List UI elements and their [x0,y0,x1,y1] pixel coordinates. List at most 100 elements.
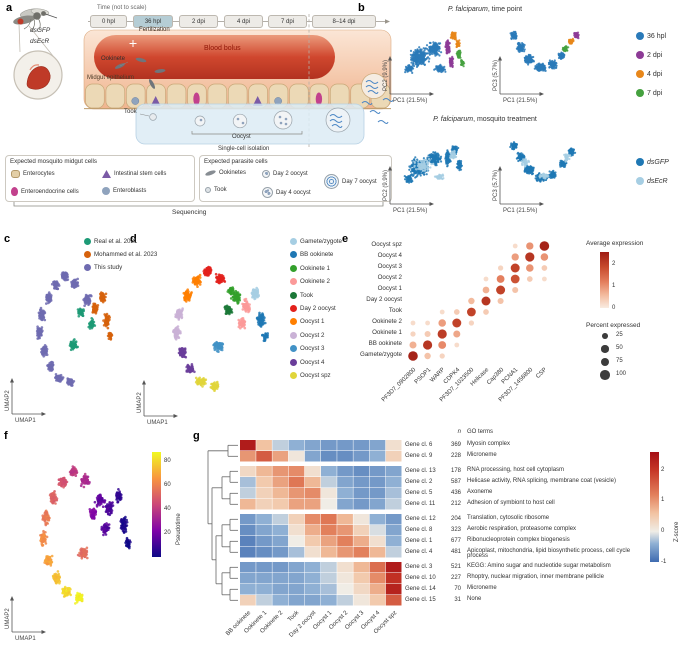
g-cluster-label: Gene cl. 12 [405,515,436,522]
legend-label: dsEcR [647,177,668,185]
legend-label: Oocyst 4 [300,358,325,366]
pct-label: 100 [616,371,627,377]
legend-label: 36 hpl [647,32,667,40]
g-go-term: Myosin complex [467,440,511,447]
g-cluster-label: Gene cl. 11 [405,500,436,507]
took-icon [205,187,211,193]
g-cluster-n: 70 [454,585,461,592]
legend-item: Took [205,187,227,193]
legend-label: BB ookinete [300,251,334,259]
legend-item: 36 hpl [636,32,666,40]
percent-expressed-title: Percent expressed [586,322,641,329]
legend-item: Enteroendocrine cells [11,187,79,196]
g-cluster-label: Gene cl. 3 [405,563,433,570]
ookinete-icon [204,169,217,177]
e-row-label: Oocyst spz [371,241,402,248]
legend-dot [290,291,297,299]
f-cbar-tick: 40 [164,505,171,512]
zscore-colorbar [650,452,659,562]
legend-label: Enterocytes [23,171,55,177]
legend-item: Intestinal stem cells [102,170,166,178]
legend-label: 7 dpi [647,89,663,97]
g-go-term: RNA processing, host cell cytoplasm [467,466,565,473]
legend-label: Took [214,187,227,193]
legend-dot [636,32,644,40]
pseudotime-colorbar [152,452,161,557]
gene-cluster-heatmap [240,440,402,606]
legend-item: Ookinetes [204,169,246,177]
panel-b-label: b [358,2,365,14]
legend-label: Took [300,291,314,299]
legend-label: Oocyst 1 [300,318,325,326]
e-row-label: Took [388,307,402,314]
legend-item: Day 4 oocyst [262,187,311,198]
legend-item: Ookinete 2 [290,278,330,286]
svg-text:PC1 (21.5%): PC1 (21.5%) [503,98,537,104]
g-cluster-label: Gene cl. 8 [405,526,433,533]
svg-text:PC3 (5.7%): PC3 (5.7%) [493,170,499,201]
day4-oocyst-icon [262,187,273,198]
species-name: P. falciparum [433,116,474,123]
g-cluster-n: 677 [450,537,461,544]
legend-item: Real et al. 2021 [84,238,137,245]
g-go-term: Rhoptry, nuclear migration, inner membra… [467,573,604,580]
legend-item: Mohammed et al. 2023 [84,251,157,258]
e-cbar-tick: 1 [612,283,616,289]
enteroblast-icon [102,187,110,195]
sequencing-label: Sequencing [172,209,207,216]
oocyst-label: Oocyst [232,134,251,140]
midgut-magnifier [13,23,63,100]
e-row-label: Oocyst 3 [377,263,402,270]
g-cluster-n: 31 [454,596,461,603]
g-cluster-label: Gene cl. 2 [405,478,433,485]
g-go-term: Helicase activity, RNA splicing, membran… [467,477,616,484]
title-rest: , mosquito treatment [473,116,537,123]
svg-text:PC3 (5.7%): PC3 (5.7%) [493,60,499,91]
g-cluster-label: Gene cl. 1 [405,537,433,544]
legend-label: Day 2 oocyst [300,305,336,312]
panel-a-label: a [6,2,13,14]
pca-plot-treatment-1: PC1 (21.5%) PC2 (9.9%) [383,145,463,214]
legend-item: Oocyst 2 [290,331,325,339]
legend-dot [290,264,297,272]
g-go-term: Aerobic respiration, proteasome complex [467,525,577,532]
avg-expression-colorbar [600,252,609,308]
g-go-term: None [467,595,482,602]
scatter-points [404,31,466,74]
legend-item: Ookinete 1 [290,264,330,272]
g-cluster-n: 228 [450,452,461,459]
legend-dot [290,318,297,326]
dsgfp-label: dsGFP [30,27,51,34]
g-cluster-label: Gene cl. 15 [405,596,436,603]
pct-dot [600,357,610,367]
timepoint-box: 7 dpi [268,15,307,28]
took-label: Took [124,109,137,115]
e-row-label: Gamete/zygote [360,351,402,358]
legend-item: Oocyst 4 [290,358,325,366]
pca-title-time: P. falciparum, time point [378,6,592,13]
legend-label: Oocyst 2 [300,331,325,339]
pca-title-treatment: P. falciparum, mosquito treatment [378,116,592,123]
legend-dot [290,238,297,245]
pct-dot [601,345,609,353]
g-cluster-n: 436 [450,489,461,496]
e-cbar-tick: 0 [612,304,616,311]
timepoint-box: 0 hpl [90,15,127,28]
gene-cluster-dendrogram [207,444,238,601]
single-cell-isolation-label: Single-cell isolation [218,146,270,152]
midgut-epithelium-label: Midgut epithelium [87,75,135,81]
marker-dotplot [408,241,550,361]
legend-label: dsGFP [647,158,669,166]
timepoint-box: 4 dpi [224,15,263,28]
g-cluster-label: Gene cl. 6 [405,441,433,448]
legend-label: This study [94,264,123,271]
g-cluster-n: 323 [450,526,461,533]
legend-dot [636,51,644,59]
pca-plot-treatment-2: PC1 (21.5%) PC3 (5.7%) [493,141,577,214]
g-cluster-n: 204 [450,515,461,522]
g-go-term: Ribonucleoprotein complex biogenesis [467,536,570,543]
legend-item: BB ookinete [290,251,334,259]
